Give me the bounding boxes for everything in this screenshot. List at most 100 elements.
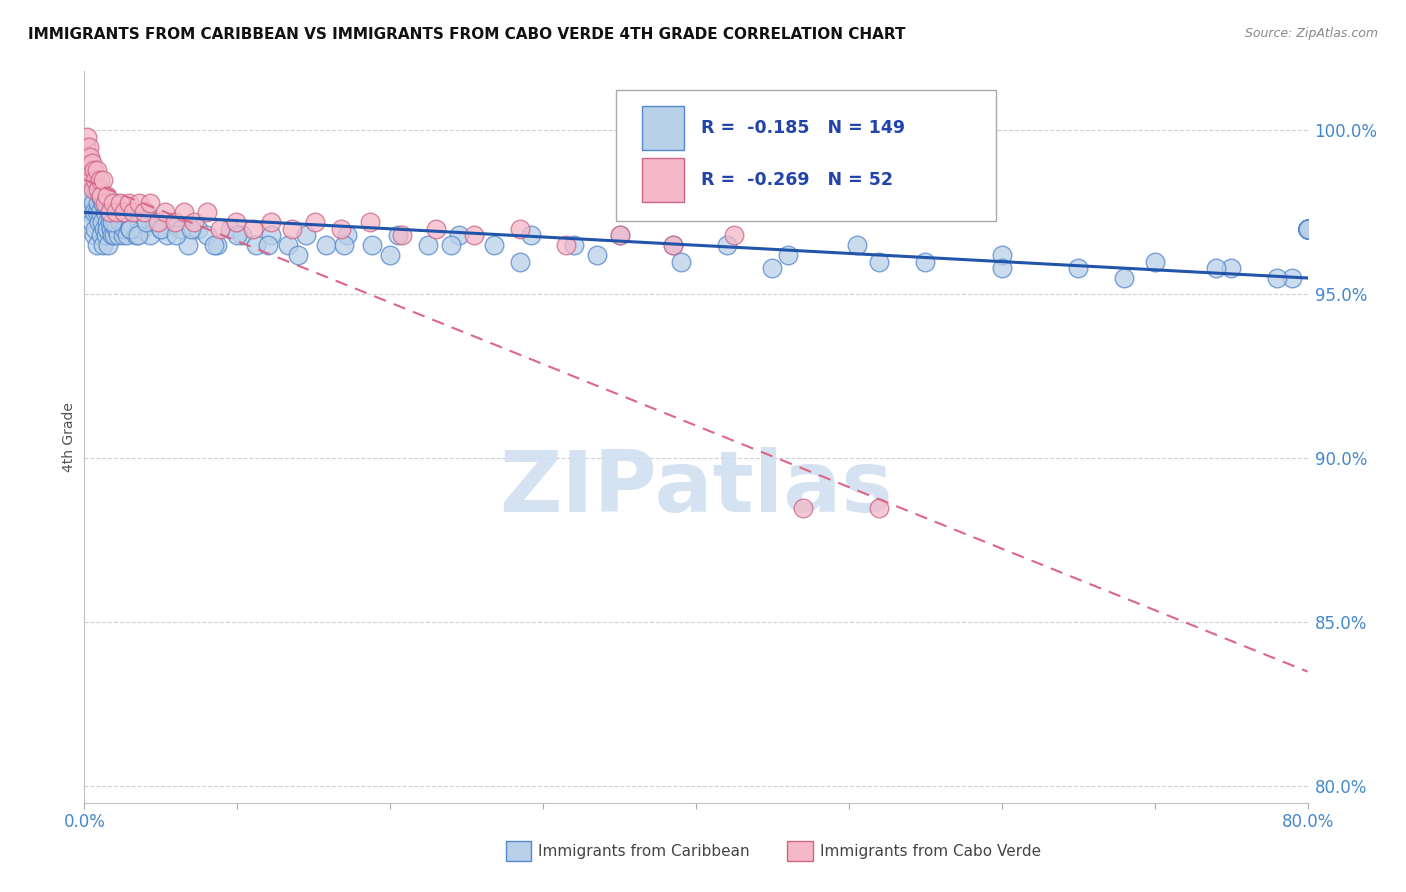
Point [120, 222, 142, 236]
Point [1296, 222, 1319, 236]
Point [440, 238, 463, 252]
Point [132, 205, 155, 219]
Point [94, 205, 117, 219]
Point [447, 228, 470, 243]
Point [96, 189, 118, 203]
Point [87, 195, 110, 210]
Text: R =  -0.269   N = 52: R = -0.269 N = 52 [700, 170, 893, 188]
Point [91, 215, 114, 229]
Point [110, 195, 132, 210]
Text: Immigrants from Cabo Verde: Immigrants from Cabo Verde [820, 845, 1040, 859]
Point [792, 500, 814, 515]
Point [84, 182, 107, 196]
Point [1296, 222, 1319, 236]
Point [1296, 222, 1319, 236]
Point [1296, 222, 1319, 236]
Point [111, 205, 134, 219]
Point [91, 238, 114, 252]
Point [1296, 222, 1319, 236]
Point [330, 222, 353, 236]
Point [89, 205, 111, 219]
Point [869, 500, 891, 515]
Point [128, 215, 150, 229]
Text: ZIPatlas: ZIPatlas [499, 447, 893, 530]
Point [143, 215, 166, 229]
Point [1296, 222, 1319, 236]
Point [105, 222, 128, 236]
Point [333, 238, 356, 252]
Point [1296, 222, 1319, 236]
Point [1143, 254, 1166, 268]
Point [1296, 222, 1319, 236]
Point [75, 140, 97, 154]
Point [110, 205, 132, 219]
Point [245, 238, 267, 252]
Point [79, 189, 101, 203]
Point [281, 222, 304, 236]
Point [80, 172, 103, 186]
Point [1296, 222, 1319, 236]
Point [202, 238, 225, 252]
Point [135, 215, 157, 229]
Point [509, 222, 531, 236]
Point [1296, 222, 1319, 236]
Point [82, 182, 104, 196]
Point [1265, 271, 1288, 285]
Point [173, 205, 195, 219]
Point [225, 215, 247, 229]
Point [77, 140, 100, 154]
Point [231, 228, 253, 243]
Point [156, 228, 179, 243]
Point [1296, 222, 1319, 236]
Point [101, 215, 124, 229]
Point [86, 205, 108, 219]
Point [387, 228, 409, 243]
Point [127, 228, 149, 243]
Point [242, 222, 264, 236]
Point [1296, 222, 1319, 236]
Point [146, 215, 169, 229]
Point [1281, 271, 1303, 285]
Point [186, 222, 208, 236]
Text: Immigrants from Caribbean: Immigrants from Caribbean [538, 845, 751, 859]
Point [97, 195, 120, 210]
Point [80, 156, 103, 170]
Point [183, 215, 205, 229]
Point [1296, 222, 1319, 236]
Point [359, 215, 381, 229]
Point [91, 172, 114, 186]
Point [131, 222, 153, 236]
Point [89, 189, 111, 203]
Point [89, 182, 111, 196]
Point [723, 228, 745, 243]
Point [103, 228, 125, 243]
Point [609, 228, 631, 243]
Point [122, 205, 145, 219]
Point [104, 195, 127, 210]
Point [845, 238, 868, 252]
Point [98, 205, 121, 219]
Point [1296, 222, 1319, 236]
Point [662, 238, 685, 252]
Point [1296, 222, 1319, 236]
Point [260, 228, 283, 243]
Point [509, 254, 531, 268]
Point [86, 238, 108, 252]
Point [86, 162, 108, 177]
Point [257, 238, 280, 252]
Point [83, 228, 105, 243]
Point [776, 248, 799, 262]
Point [84, 172, 107, 186]
Point [195, 228, 218, 243]
Point [716, 238, 738, 252]
Point [295, 228, 318, 243]
Point [83, 205, 105, 219]
Point [914, 254, 936, 268]
Point [84, 222, 107, 236]
Point [1296, 222, 1319, 236]
Point [1296, 222, 1319, 236]
Point [82, 195, 104, 210]
Point [91, 195, 114, 210]
Point [93, 195, 115, 210]
Point [1296, 222, 1319, 236]
